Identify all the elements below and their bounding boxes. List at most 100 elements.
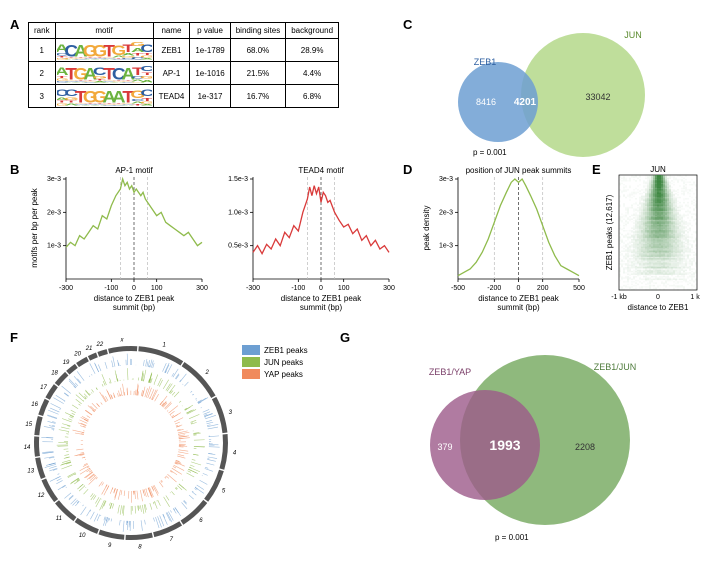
svg-text:3e-3: 3e-3 xyxy=(439,176,453,183)
legend-swatch xyxy=(242,357,260,367)
svg-text:ZEB1 peaks (12,617): ZEB1 peaks (12,617) xyxy=(605,194,614,270)
svg-text:14: 14 xyxy=(24,445,31,451)
svg-text:summit (bp): summit (bp) xyxy=(300,303,343,312)
svg-text:100: 100 xyxy=(338,285,350,292)
svg-text:A: A xyxy=(140,79,152,83)
svg-text:4: 4 xyxy=(233,451,237,457)
svg-text:6: 6 xyxy=(199,518,203,524)
svg-text:100: 100 xyxy=(151,285,163,292)
svg-text:1e-3: 1e-3 xyxy=(47,243,61,250)
svg-text:motifs per bp per peak: motifs per bp per peak xyxy=(30,187,39,268)
svg-text:200: 200 xyxy=(537,285,549,292)
svg-text:1993: 1993 xyxy=(489,437,520,453)
svg-text:1 kb: 1 kb xyxy=(690,294,700,301)
venn-yap-jun: ZEB1/YAPZEB1/JUN37919932208p = 0.001 xyxy=(350,335,690,545)
svg-text:500: 500 xyxy=(573,285,585,292)
svg-text:15: 15 xyxy=(25,422,32,428)
svg-text:2e-3: 2e-3 xyxy=(439,209,453,216)
panel-b-label: B xyxy=(10,162,19,177)
circos-legend: ZEB1 peaks JUN peaks YAP peaks xyxy=(242,345,308,381)
svg-text:12: 12 xyxy=(38,493,45,499)
svg-text:17: 17 xyxy=(40,385,47,391)
svg-text:1.5e-3: 1.5e-3 xyxy=(228,176,248,183)
svg-text:1.0e-3: 1.0e-3 xyxy=(228,209,248,216)
svg-text:distance to ZEB1 peak: distance to ZEB1 peak xyxy=(478,294,559,303)
table-header: background xyxy=(286,23,339,39)
svg-text:13: 13 xyxy=(27,469,34,475)
svg-text:-100: -100 xyxy=(104,285,118,292)
svg-text:peak summit: peak summit xyxy=(635,312,681,313)
svg-text:G: G xyxy=(139,55,151,58)
svg-text:300: 300 xyxy=(196,285,208,292)
svg-text:300: 300 xyxy=(383,285,395,292)
figure-root: A rankmotifnamep valuebinding sitesbackg… xyxy=(10,10,699,554)
panel-a-label: A xyxy=(10,17,19,32)
svg-text:-1 kb: -1 kb xyxy=(611,294,627,301)
svg-text:-300: -300 xyxy=(59,285,73,292)
svg-text:379: 379 xyxy=(437,442,452,452)
svg-text:1e-3: 1e-3 xyxy=(439,243,453,250)
svg-text:0: 0 xyxy=(132,285,136,292)
table-row: 3GTACATGCACGTACTGACTGCGTACGTAACGTTACGAGT… xyxy=(29,85,339,108)
svg-text:7: 7 xyxy=(170,537,174,543)
svg-text:11: 11 xyxy=(56,516,62,522)
svg-text:33042: 33042 xyxy=(585,92,610,102)
circos-plot: 12345678910111213141516171819202122x xyxy=(23,335,238,550)
svg-text:distance to ZEB1: distance to ZEB1 xyxy=(628,303,689,312)
legend-item: JUN peaks xyxy=(242,357,308,367)
svg-text:JUN: JUN xyxy=(624,30,642,40)
svg-text:summit (bp): summit (bp) xyxy=(497,303,540,312)
svg-text:x: x xyxy=(119,337,124,343)
svg-text:AP-1 motif: AP-1 motif xyxy=(115,166,153,175)
svg-text:8: 8 xyxy=(138,545,142,550)
table-header: rank xyxy=(29,23,56,39)
svg-text:p = 0.001: p = 0.001 xyxy=(495,533,529,542)
svg-text:distance to ZEB1 peak: distance to ZEB1 peak xyxy=(281,294,362,303)
panel-f-label: F xyxy=(10,330,18,345)
svg-text:16: 16 xyxy=(31,402,38,408)
legend-swatch xyxy=(242,369,260,379)
table-header: motif xyxy=(55,23,153,39)
svg-text:-200: -200 xyxy=(487,285,501,292)
jun-summit-chart: position of JUN peak summits 1e-3 2e-3 3e-3… xyxy=(420,163,585,313)
svg-text:0: 0 xyxy=(319,285,323,292)
legend-item: YAP peaks xyxy=(242,369,308,379)
venn-zeb1-jun: ZEB1JUN8416420133042p = 0.001 xyxy=(403,20,698,160)
table-header: name xyxy=(153,23,190,39)
svg-text:-100: -100 xyxy=(291,285,305,292)
legend-swatch xyxy=(242,345,260,355)
table-header: binding sites xyxy=(230,23,285,39)
legend-label: ZEB1 peaks xyxy=(264,346,308,355)
svg-text:JUN: JUN xyxy=(650,165,666,174)
svg-text:TEAD4 motif: TEAD4 motif xyxy=(298,166,344,175)
table-row: 1GTCAAGTCCGTAACTGACTGACGTCTAGCGATCTAGAGT… xyxy=(29,39,339,62)
svg-text:9: 9 xyxy=(108,543,112,549)
panel-g-label: G xyxy=(340,330,350,345)
svg-text:5: 5 xyxy=(222,488,226,494)
svg-text:summit (bp): summit (bp) xyxy=(113,303,156,312)
svg-text:19: 19 xyxy=(63,360,70,366)
svg-text:18: 18 xyxy=(51,370,58,376)
jun-heatmap: JUNZEB1 peaks (12,617)-1 kb01 kbdistance… xyxy=(605,163,700,313)
svg-text:ZEB1: ZEB1 xyxy=(474,57,497,67)
motif-table: rankmotifnamep valuebinding sitesbackgro… xyxy=(28,22,339,108)
table-header: p value xyxy=(190,23,230,39)
legend-label: YAP peaks xyxy=(264,370,303,379)
legend-label: JUN peaks xyxy=(264,358,303,367)
svg-text:10: 10 xyxy=(79,533,86,539)
svg-text:1: 1 xyxy=(162,342,165,348)
svg-text:8416: 8416 xyxy=(476,97,496,107)
legend-item: ZEB1 peaks xyxy=(242,345,308,355)
svg-text:22: 22 xyxy=(96,342,104,348)
svg-text:C: C xyxy=(140,65,152,73)
svg-text:G: G xyxy=(139,75,151,79)
svg-text:position of JUN peak summits: position of JUN peak summits xyxy=(466,166,572,175)
svg-text:0.5e-3: 0.5e-3 xyxy=(228,243,248,250)
svg-text:ZEB1/YAP: ZEB1/YAP xyxy=(429,367,471,377)
svg-text:3e-3: 3e-3 xyxy=(47,176,61,183)
svg-text:peak density: peak density xyxy=(422,206,431,251)
svg-text:0: 0 xyxy=(517,285,521,292)
svg-text:C: C xyxy=(140,88,152,99)
table-row: 2CGTAACGTACTGCGTAATGCACGTAGTCCGTAGACTAGT… xyxy=(29,62,339,85)
svg-text:3: 3 xyxy=(229,410,233,416)
